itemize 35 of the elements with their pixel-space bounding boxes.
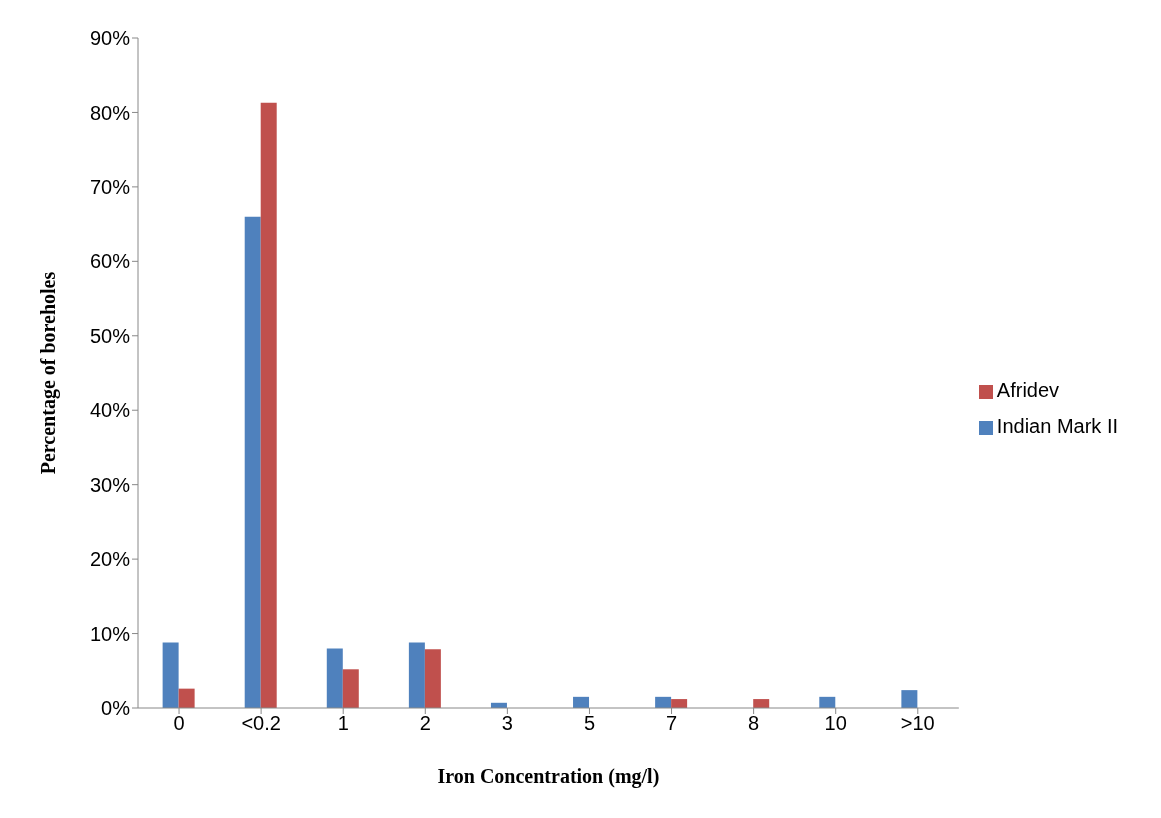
x-tick-label: 7 [665, 712, 678, 735]
x-tick-label: 8 [748, 712, 760, 735]
y-axis-title: Percentage of boreholes [37, 271, 61, 475]
y-tick-label: 90% [89, 27, 131, 50]
x-tick-label: 1 [337, 712, 349, 735]
x-tick-label: 0 [173, 712, 185, 735]
y-tick-label: 80% [89, 101, 131, 124]
bar [326, 648, 343, 708]
x-tick-label: <0.2 [241, 712, 281, 735]
bar [178, 688, 195, 708]
legend-label: Indian Mark II [996, 415, 1118, 437]
bar [162, 642, 179, 708]
y-tick-label: 40% [89, 399, 131, 422]
y-tick-label: 30% [89, 473, 131, 496]
y-tick-label: 60% [89, 250, 131, 273]
y-tick-label: 10% [89, 622, 131, 645]
x-tick-label: 3 [501, 712, 513, 735]
bar [244, 216, 261, 708]
bar [260, 102, 277, 708]
x-tick-label: >10 [900, 712, 935, 735]
y-tick-label: 0% [101, 697, 131, 720]
bar [424, 649, 441, 708]
y-tick-label: 70% [89, 175, 131, 198]
legend-label: Afridev [996, 379, 1060, 401]
bar [408, 642, 425, 708]
x-tick-label: 10 [824, 712, 847, 735]
bar [901, 690, 918, 708]
x-tick-label: 2 [419, 712, 431, 735]
bar [671, 699, 688, 708]
x-tick-label: 5 [583, 712, 596, 735]
bar [342, 669, 359, 708]
x-axis-title: Iron Concentration (mg/l) [437, 765, 660, 788]
bar [753, 699, 770, 708]
y-tick-label: 50% [89, 324, 131, 347]
y-tick-label: 20% [89, 548, 131, 571]
